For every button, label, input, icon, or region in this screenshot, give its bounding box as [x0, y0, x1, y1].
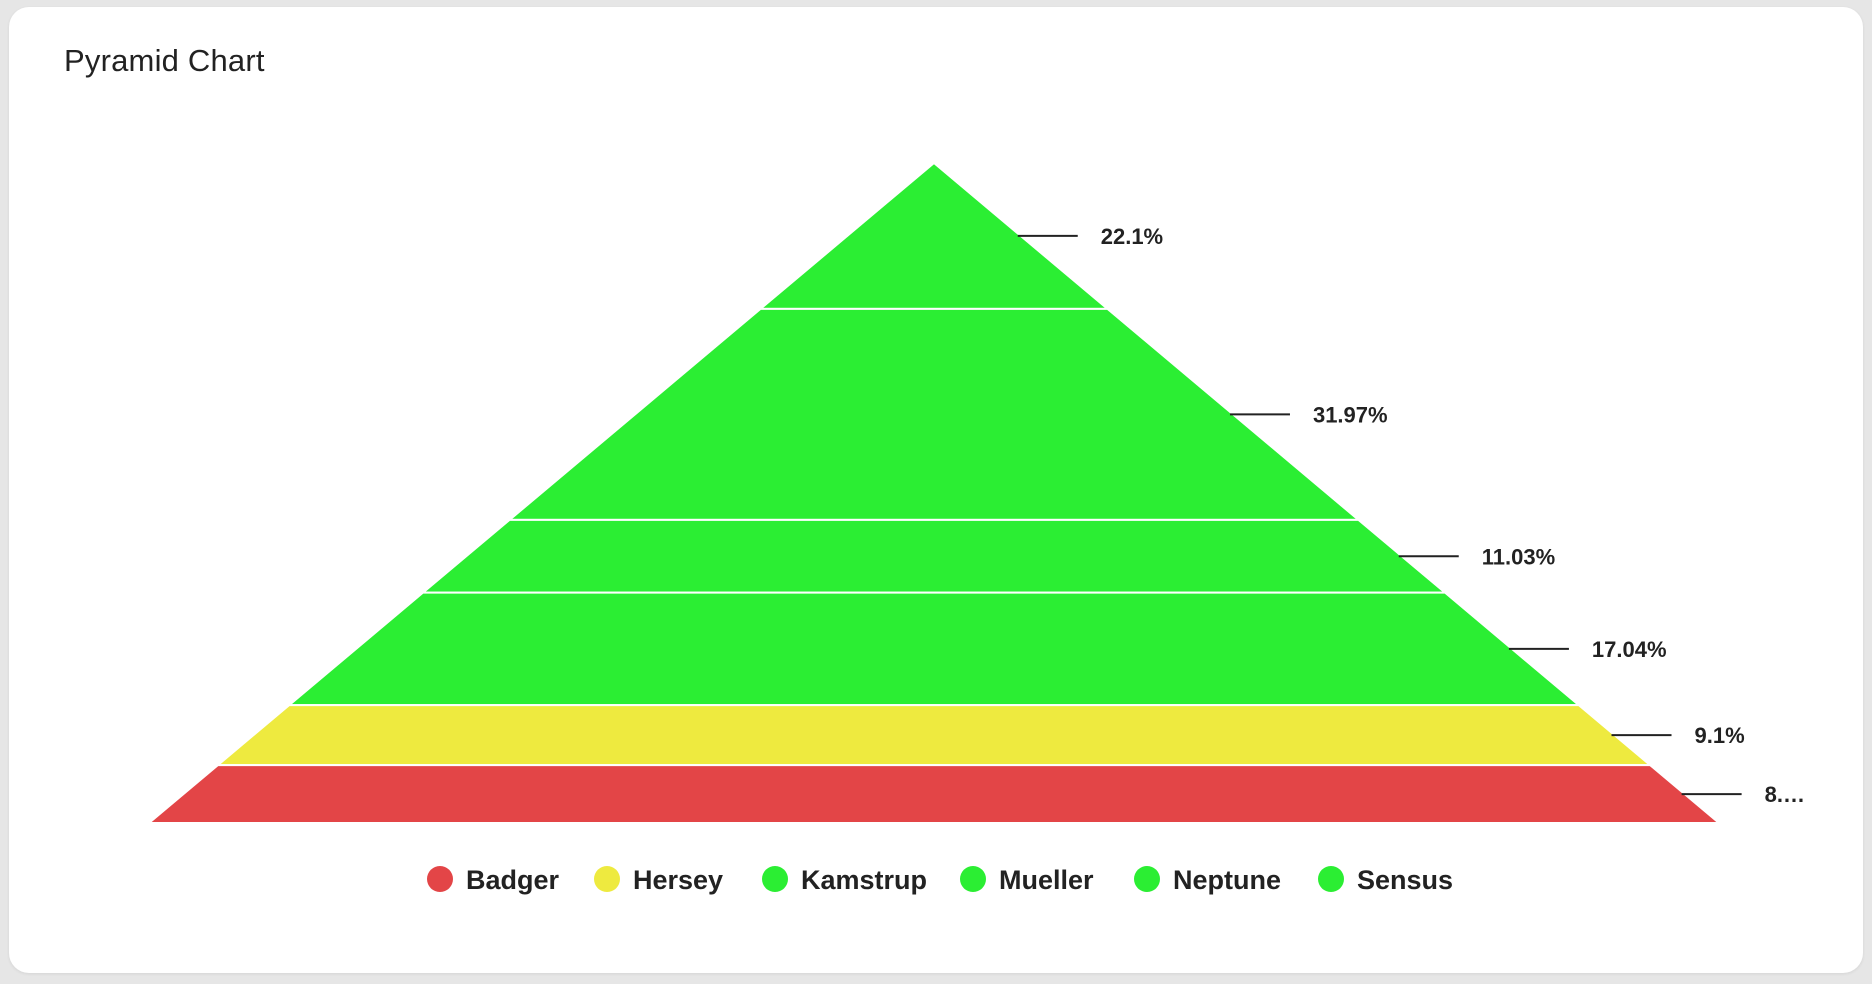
data-label-kamstrup: 17.04%: [1592, 637, 1667, 662]
legend-label-kamstrup[interactable]: Kamstrup: [801, 865, 927, 895]
pyramid-labels: 22.1% 31.97% 11.03% 17.04% 9.1% 8.…: [1017, 224, 1805, 807]
legend-label-hersey[interactable]: Hersey: [633, 865, 723, 895]
legend-label-neptune[interactable]: Neptune: [1173, 865, 1281, 895]
legend-marker-sensus[interactable]: [1318, 866, 1344, 892]
chart-legend: Badger Hersey Kamstrup Mueller Neptune Sensus: [427, 865, 1453, 895]
pyramid-segment-badger[interactable]: [146, 764, 1722, 824]
legend-marker-mueller[interactable]: [960, 866, 986, 892]
pyramid-segment-mueller[interactable]: [420, 518, 1448, 594]
pyramid-segment-kamstrup[interactable]: [286, 591, 1582, 707]
chart-title: Pyramid Chart: [64, 43, 265, 78]
legend-marker-neptune[interactable]: [1134, 866, 1160, 892]
legend-marker-hersey[interactable]: [594, 866, 620, 892]
data-label-sensus: 22.1%: [1101, 224, 1163, 249]
data-label-badger: 8.…: [1765, 782, 1805, 807]
data-label-mueller: 11.03%: [1482, 544, 1555, 569]
legend-label-badger[interactable]: Badger: [466, 865, 560, 895]
pyramid-segments: [146, 161, 1722, 824]
data-label-neptune: 31.97%: [1313, 402, 1388, 427]
legend-marker-kamstrup[interactable]: [762, 866, 788, 892]
legend-label-sensus[interactable]: Sensus: [1357, 865, 1453, 895]
pyramid-segment-hersey[interactable]: [215, 704, 1653, 767]
legend-marker-badger[interactable]: [427, 866, 453, 892]
data-label-hersey: 9.1%: [1695, 723, 1745, 748]
legend-label-mueller[interactable]: Mueller: [999, 865, 1094, 895]
